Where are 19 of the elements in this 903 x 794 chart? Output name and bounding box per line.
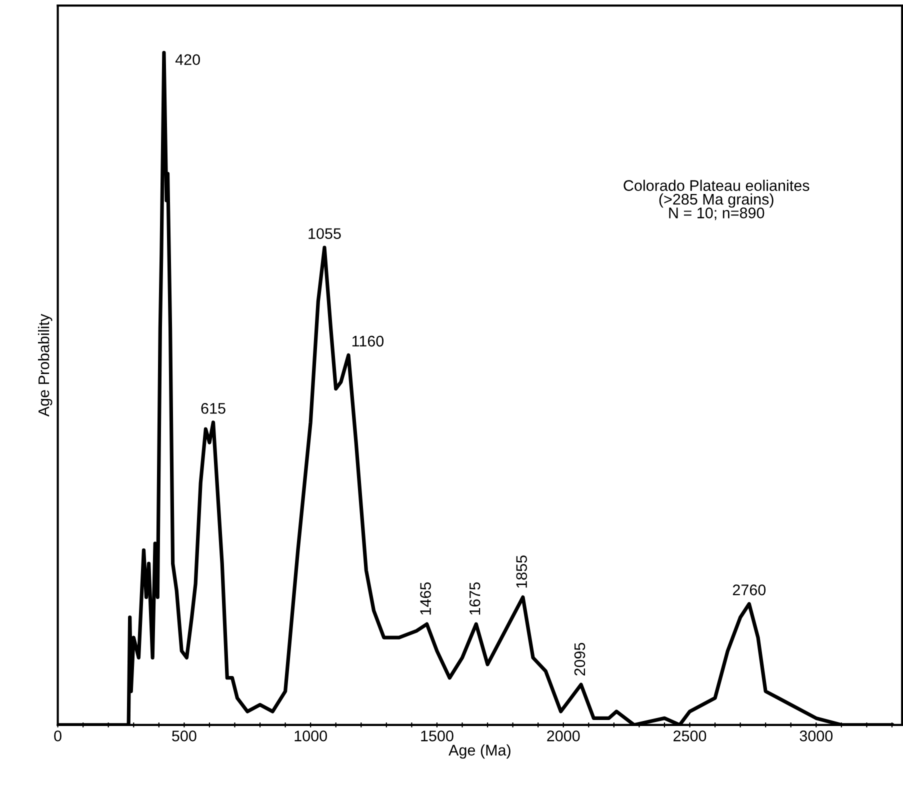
x-axis-title: Age (Ma) [448, 744, 510, 759]
annotation: 2760 [732, 584, 766, 596]
annotation: Colorado Plateau eolianites (>285 Ma grains) N = 10; n=890 [624, 180, 810, 220]
annotation: 1160 [352, 336, 384, 347]
annotation: 420 [175, 54, 200, 66]
x-tick-label: 0 [54, 730, 62, 742]
annotation: 1465 [420, 582, 431, 615]
x-tick-label: 3000 [800, 730, 833, 742]
annotation: 1855 [516, 556, 528, 588]
x-tick-label: 500 [172, 730, 196, 742]
x-tick-label: 2500 [674, 730, 706, 742]
annotation: 615 [201, 402, 226, 414]
y-axis-title: Age Probability [38, 314, 52, 417]
x-tick-label: 2000 [547, 730, 580, 742]
annotation: 1055 [308, 228, 341, 240]
x-tick-label: 1500 [421, 730, 454, 742]
x-tick-label: 1000 [294, 730, 327, 742]
annotation: 2095 [574, 642, 586, 676]
annotation: 1675 [469, 582, 480, 615]
